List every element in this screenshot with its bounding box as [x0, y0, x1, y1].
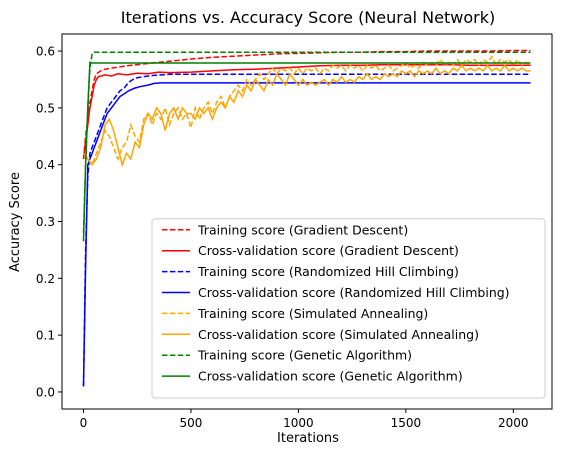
x-tick-label: 0: [80, 416, 88, 430]
series-line-7: [82, 61, 531, 242]
x-axis-label: Iterations: [277, 431, 339, 446]
legend-entry-7: Cross-validation score (Genetic Algorith…: [198, 369, 463, 384]
series-line-1: [82, 63, 531, 160]
legend-box: [151, 218, 546, 399]
y-tick-label: 0.6: [36, 45, 55, 59]
legend-entry-5: Cross-validation score (Simulated Anneal…: [198, 327, 479, 342]
y-tick-label: 0.0: [36, 385, 55, 399]
y-tick-label: 0.2: [36, 272, 55, 286]
y-tick-label: 0.3: [36, 215, 55, 229]
y-tick-label: 0.5: [36, 101, 55, 115]
chart-title: Iterations vs. Accuracy Score (Neural Ne…: [121, 8, 495, 27]
legend-entry-4: Training score (Simulated Annealing): [197, 306, 428, 321]
x-tick-label: 500: [179, 416, 202, 430]
y-tick-label: 0.1: [36, 329, 55, 343]
legend-entry-2: Training score (Randomized Hill Climbing…: [197, 264, 459, 279]
legend-entry-3: Cross-validation score (Randomized Hill …: [198, 285, 510, 300]
series-layer: [82, 49, 531, 387]
legend: Training score (Gradient Descent) Cross-v…: [151, 218, 546, 399]
y-tick-label: 0.4: [36, 158, 55, 172]
series-line-3: [82, 82, 531, 387]
ticks-layer: 0 500 1000 1500 2000 0.0 0.1 0.2 0.3 0.4 0.5 0.6: [36, 45, 529, 430]
series-line-5: [82, 64, 531, 168]
x-tick-label: 2000: [498, 416, 529, 430]
legend-entry-1: Cross-validation score (Gradient Descent…: [198, 243, 459, 258]
x-tick-label: 1000: [283, 416, 314, 430]
axes-frame: [61, 33, 553, 410]
legend-entry-6: Training score (Genetic Algorithm): [197, 348, 412, 363]
x-tick-label: 1500: [391, 416, 422, 430]
series-line-0: [82, 49, 531, 160]
series-line-6: [82, 51, 531, 233]
y-axis-label: Accuracy Score: [8, 172, 23, 272]
legend-entry-0: Training score (Gradient Descent): [197, 222, 408, 237]
